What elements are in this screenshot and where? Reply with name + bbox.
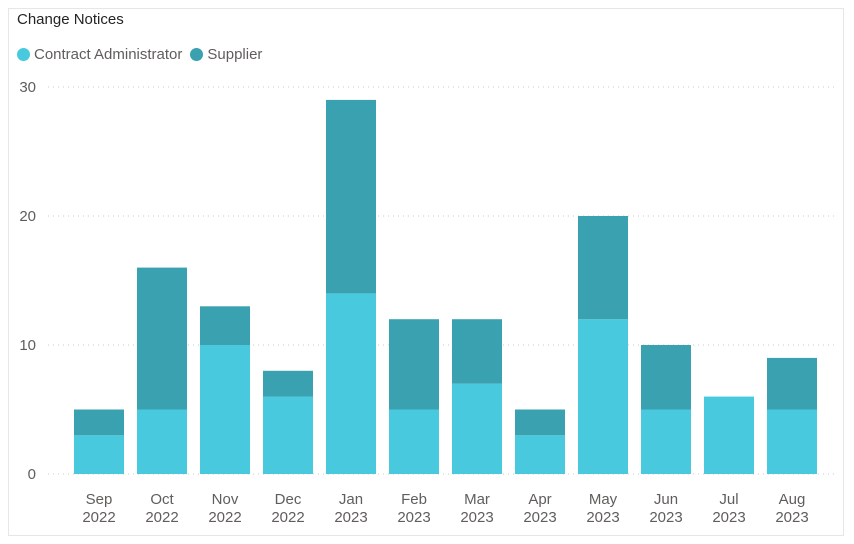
bar-contract-administrator-nov-2022[interactable] [200,345,250,474]
x-tick-month-10: Jul [719,491,738,508]
y-tick-label-0: 0 [28,466,36,483]
bar-contract-administrator-jan-2023[interactable] [326,293,376,474]
legend-label-supplier: Supplier [207,46,263,63]
x-tick-month-11: Aug [779,491,806,508]
x-tick-month-1: Oct [150,491,174,508]
bar-supplier-jan-2023[interactable] [326,99,376,294]
x-tick-year-1: 2022 [145,509,178,526]
bar-supplier-feb-2023[interactable] [389,319,439,410]
bar-contract-administrator-aug-2023[interactable] [767,409,817,475]
x-tick-year-10: 2023 [712,509,745,526]
bar-contract-administrator-jul-2023[interactable] [704,396,754,474]
y-tick-label-30: 30 [19,79,36,96]
bar-supplier-oct-2022[interactable] [137,267,187,410]
x-tick-month-9: Jun [654,491,678,508]
bar-supplier-jun-2023[interactable] [641,345,691,410]
x-tick-year-2: 2022 [208,509,241,526]
x-tick-year-4: 2023 [334,509,367,526]
bar-contract-administrator-oct-2022[interactable] [137,409,187,475]
x-tick-month-4: Jan [339,491,363,508]
chart-title: Change Notices [17,11,124,28]
bar-supplier-may-2023[interactable] [578,216,628,320]
bar-contract-administrator-dec-2022[interactable] [263,396,313,474]
x-tick-month-6: Mar [464,491,490,508]
y-tick-label-20: 20 [19,208,36,225]
x-tick-year-0: 2022 [82,509,115,526]
bar-contract-administrator-jun-2023[interactable] [641,409,691,475]
legend: Contract Administrator Supplier [17,46,270,63]
bar-contract-administrator-mar-2023[interactable] [452,383,502,474]
legend-item-contract-administrator[interactable]: Contract Administrator [17,46,182,63]
x-tick-month-2: Nov [212,491,239,508]
bar-contract-administrator-feb-2023[interactable] [389,409,439,475]
legend-item-supplier[interactable]: Supplier [190,46,262,63]
bar-contract-administrator-sep-2022[interactable] [74,435,124,474]
bar-supplier-mar-2023[interactable] [452,319,502,384]
x-tick-year-11: 2023 [775,509,808,526]
x-tick-month-7: Apr [528,491,551,508]
y-tick-label-10: 10 [19,337,36,354]
legend-marker-supplier [190,48,204,61]
bar-supplier-dec-2022[interactable] [263,370,313,397]
x-tick-month-8: May [589,491,618,508]
bar-supplier-sep-2022[interactable] [74,409,124,436]
legend-marker-contract-administrator [17,48,30,61]
bar-supplier-nov-2022[interactable] [200,306,250,345]
x-tick-year-8: 2023 [586,509,619,526]
x-tick-year-7: 2023 [523,509,556,526]
bar-supplier-apr-2023[interactable] [515,409,565,436]
x-tick-month-3: Dec [275,491,302,508]
x-tick-year-3: 2022 [271,509,304,526]
bar-supplier-aug-2023[interactable] [767,357,817,410]
x-tick-month-0: Sep [86,491,113,508]
bar-contract-administrator-may-2023[interactable] [578,319,628,474]
x-tick-month-5: Feb [401,491,427,508]
x-tick-year-5: 2023 [397,509,430,526]
x-tick-year-9: 2023 [649,509,682,526]
legend-label-contract-administrator: Contract Administrator [34,46,183,63]
x-tick-year-6: 2023 [460,509,493,526]
bar-contract-administrator-apr-2023[interactable] [515,435,565,474]
